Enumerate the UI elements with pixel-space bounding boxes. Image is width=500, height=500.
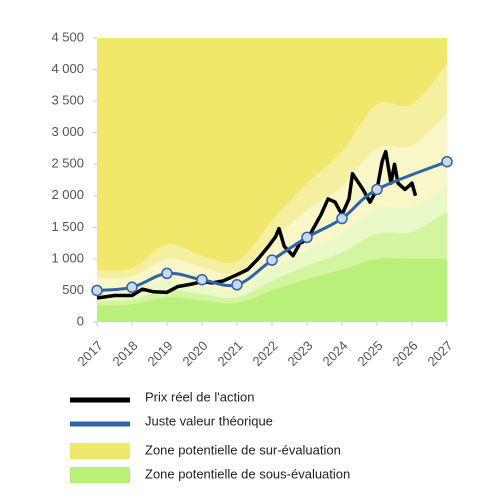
y-tick-label: 1 500: [51, 219, 84, 234]
point: [336, 212, 348, 225]
series-line: [96, 160, 448, 292]
y-tick-label: 500: [62, 282, 84, 297]
point: [161, 267, 173, 280]
legend-label: Prix réel de l'action: [145, 389, 254, 404]
legend-label: Zone potentielle de sous-évaluation: [145, 466, 350, 481]
x-tick-label: 2022: [249, 338, 280, 369]
y-tick-label: 3 500: [51, 93, 84, 108]
x-tick-label: 2017: [74, 338, 105, 369]
legend-swatch: [70, 443, 130, 459]
y-tick-label: 2 000: [51, 187, 84, 202]
x-tick-label: 2024: [319, 338, 350, 369]
point: [266, 254, 278, 266]
x-tick-label: 2026: [389, 338, 420, 369]
legend-label: Zone potentielle de sur-évaluation: [145, 442, 341, 457]
point: [231, 279, 243, 291]
y-tick-label: 2 500: [51, 156, 84, 171]
legend-label: Juste valeur théorique: [145, 413, 273, 428]
point: [91, 284, 103, 297]
x-tick-label: 2027: [424, 338, 455, 369]
x-tick-label: 2018: [109, 338, 140, 369]
point: [301, 231, 313, 244]
zone-area: [97, 258, 447, 322]
y-tick-label: 4 500: [51, 29, 84, 44]
legend-swatch: [70, 467, 130, 483]
y-tick-label: 1 000: [51, 250, 84, 265]
x-tick-label: 2023: [284, 338, 315, 369]
point: [126, 281, 138, 294]
point: [371, 183, 383, 196]
point: [441, 155, 453, 168]
y-tick-label: 4 000: [51, 61, 84, 76]
x-tick-label: 2021: [214, 338, 245, 369]
x-tick-label: 2020: [179, 338, 210, 369]
y-tick-label: 3 000: [51, 124, 84, 139]
y-tick-label: 0: [77, 313, 84, 328]
x-tick-label: 2019: [144, 338, 175, 369]
x-tick-label: 2025: [354, 338, 385, 369]
point: [196, 273, 208, 286]
